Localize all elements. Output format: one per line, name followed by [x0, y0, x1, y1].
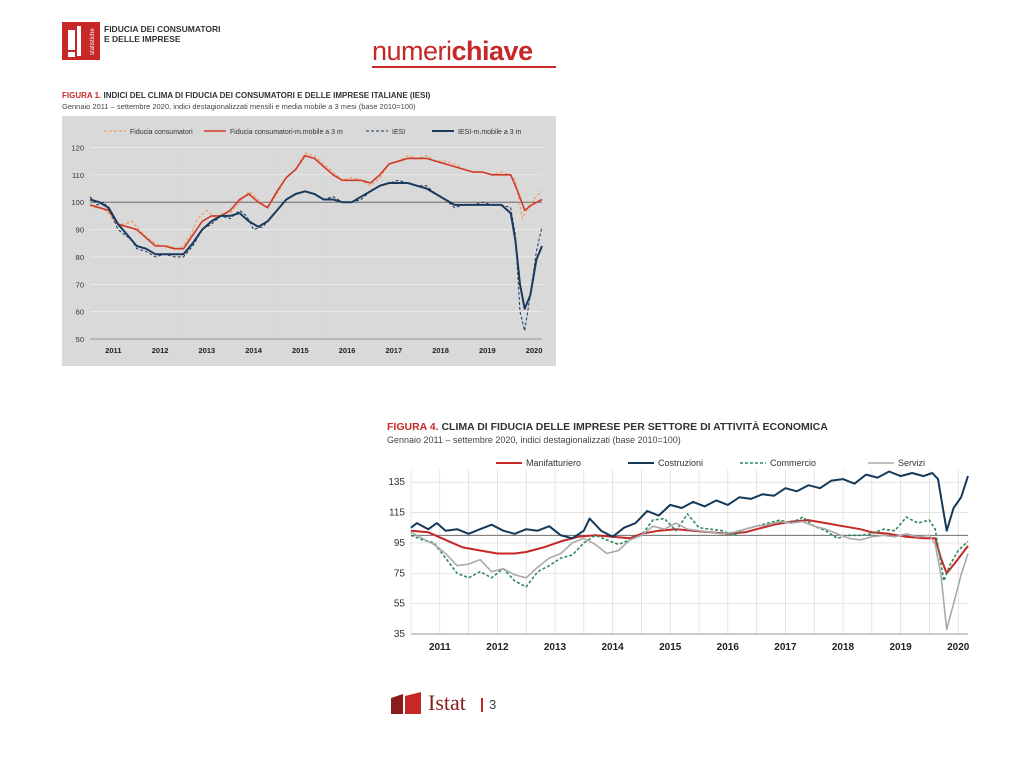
y-tick-label: 90: [76, 226, 84, 235]
figure4-number: FIGURA 4.: [387, 421, 439, 433]
chiave-word: chiave: [451, 36, 534, 66]
istat-logo-icon: [62, 22, 100, 60]
legend-label: Servizi: [898, 458, 925, 468]
y-tick-label: 135: [388, 477, 405, 488]
legend-label: Fiducia consumatori-m.mobile a 3 m: [230, 129, 343, 136]
figure1-title: FIGURA 1. INDICI DEL CLIMA DI FIDUCIA DE…: [62, 91, 430, 100]
y-tick-label: 75: [394, 568, 406, 579]
x-tick-label: 2019: [889, 642, 912, 653]
legend-item: IESI: [366, 129, 405, 136]
header-rule: [372, 66, 556, 68]
x-tick-label: 2018: [432, 346, 449, 355]
figure1-subtitle: Gennaio 2011 – settembre 2020, indici de…: [62, 102, 416, 111]
brand-line-1: FIDUCIA DEI CONSUMATORI: [104, 24, 221, 34]
x-tick-label: 2016: [717, 642, 740, 653]
legend-label: Fiducia consumatori: [130, 129, 193, 136]
brand-line-2: E DELLE IMPRESE: [104, 34, 181, 44]
series-line-servizi: [410, 520, 969, 631]
x-tick-label: 2016: [339, 346, 356, 355]
x-tick-label: 2014: [601, 642, 624, 653]
legend-item: Servizi: [868, 458, 925, 468]
series-line-fiducia-consumatori-m-mobile-a-3-m: [89, 154, 543, 250]
legend-item: Fiducia consumatori: [104, 129, 193, 136]
logo-side-text: statistiche: [90, 28, 96, 55]
x-tick-label: 2012: [152, 346, 169, 355]
plot-area: [411, 470, 968, 634]
x-tick-label: 2012: [486, 642, 509, 653]
x-tick-label: 2013: [544, 642, 567, 653]
x-tick-label: 2018: [832, 642, 855, 653]
legend-label: Commercio: [770, 458, 816, 468]
y-tick-label: 115: [389, 508, 405, 519]
legend-item: Fiducia consumatori-m.mobile a 3 m: [204, 129, 343, 136]
y-tick-label: 55: [394, 599, 406, 610]
x-tick-label: 2015: [292, 346, 309, 355]
x-tick-label: 2017: [385, 346, 402, 355]
x-tick-label: 2014: [245, 346, 263, 355]
footer-separator: [481, 698, 483, 712]
brand-text: FIDUCIA DEI CONSUMATORI E DELLE IMPRESE: [104, 24, 220, 44]
legend-label: IESI: [392, 129, 405, 136]
x-tick-label: 2011: [429, 642, 451, 653]
y-tick-label: 120: [71, 143, 84, 152]
x-tick-label: 2015: [659, 642, 682, 653]
x-tick-label: 2020: [526, 346, 543, 355]
x-tick-label: 2019: [479, 346, 496, 355]
figure4-subtitle: Gennaio 2011 – settembre 2020, indici de…: [387, 435, 681, 445]
y-tick-label: 110: [72, 171, 84, 180]
legend-item: IESI-m.mobile a 3 m: [432, 129, 522, 136]
figure1-chart: 50 60 70 80 90 100 110 120 2011 2012 2013 2014 2015 2…: [62, 116, 556, 366]
footer-logo-word: Istat: [428, 690, 466, 715]
series-line-commercio: [410, 513, 969, 588]
y-tick-label: 35: [394, 629, 406, 640]
y-tick-label: 70: [76, 280, 84, 289]
y-tick-label: 80: [76, 253, 84, 262]
x-tick-label: 2013: [199, 346, 216, 355]
series-line-costruzioni: [410, 470, 969, 540]
y-tick-label: 50: [76, 335, 84, 344]
legend-label: Costruzioni: [658, 458, 703, 468]
x-tick-label: 2020: [947, 642, 970, 653]
page-number: 3: [489, 697, 497, 712]
y-tick-label: 100: [71, 198, 84, 207]
y-tick-label: 60: [76, 308, 84, 317]
legend-label: IESI-m.mobile a 3 m: [458, 129, 522, 136]
figure1-number: FIGURA 1.: [62, 91, 102, 100]
figure4-chart: 35 55 75 95 115 135 2011 2012 2013 2014 2015 2016 20…: [384, 452, 982, 656]
legend-item: Costruzioni: [628, 458, 703, 468]
figure4-title: FIGURA 4. CLIMA DI FIDUCIA DELLE IMPRESE…: [387, 421, 828, 433]
legend-item: Commercio: [740, 458, 816, 468]
x-tick-label: 2017: [774, 642, 797, 653]
numeri-chiave-logo: numerichiave: [372, 36, 533, 66]
istat-logo: statistiche: [62, 22, 100, 60]
figure1-title-text: INDICI DEL CLIMA DI FIDUCIA DEI CONSUMAT…: [103, 91, 431, 100]
x-tick-label: 2011: [105, 346, 121, 355]
y-tick-label: 95: [394, 538, 406, 549]
legend-label: Manifatturiero: [526, 458, 581, 468]
series-line-iesi-m-mobile-a-3-m: [89, 182, 543, 310]
istat-footer-icon: [391, 692, 421, 714]
numeri-word: numeri: [372, 36, 452, 66]
legend-item: Manifatturiero: [496, 458, 581, 468]
figure4-title-text: CLIMA DI FIDUCIA DELLE IMPRESE PER SETTO…: [441, 421, 828, 433]
